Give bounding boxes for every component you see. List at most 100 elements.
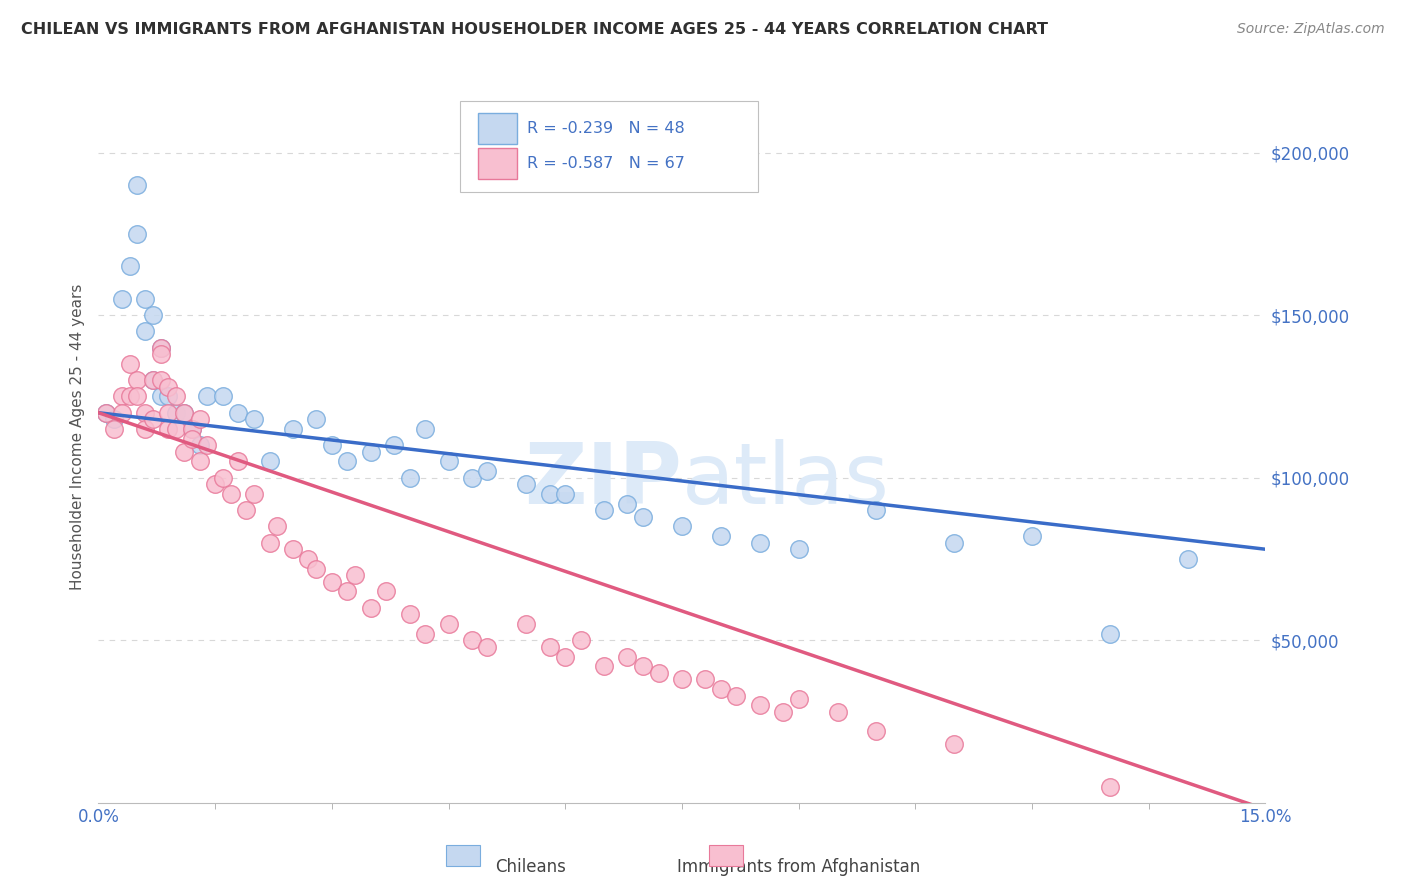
Point: [748, 698, 770, 713]
Point: [437, 454, 460, 468]
Point: [344, 568, 367, 582]
Text: atlas: atlas: [682, 440, 890, 523]
Point: [321, 574, 343, 589]
Point: [134, 422, 156, 436]
Point: [748, 535, 770, 549]
Point: [461, 471, 484, 485]
Point: [118, 260, 141, 274]
Point: [180, 422, 202, 436]
Point: [787, 691, 810, 706]
Point: [413, 422, 436, 436]
Text: CHILEAN VS IMMIGRANTS FROM AFGHANISTAN HOUSEHOLDER INCOME AGES 25 - 44 YEARS COR: CHILEAN VS IMMIGRANTS FROM AFGHANISTAN H…: [21, 22, 1047, 37]
Point: [134, 292, 156, 306]
Point: [157, 406, 180, 420]
Text: Chileans: Chileans: [495, 858, 565, 876]
Point: [827, 705, 849, 719]
Point: [1098, 780, 1121, 794]
Point: [554, 487, 576, 501]
Point: [149, 373, 172, 387]
Point: [631, 509, 654, 524]
Point: [243, 412, 266, 426]
Point: [228, 406, 250, 420]
Point: [219, 487, 242, 501]
Point: [943, 737, 966, 751]
Point: [281, 542, 304, 557]
Point: [321, 438, 343, 452]
Point: [127, 373, 149, 387]
Point: [103, 412, 125, 426]
Point: [865, 503, 887, 517]
Point: [461, 633, 484, 648]
FancyBboxPatch shape: [709, 846, 742, 866]
Point: [616, 649, 638, 664]
Point: [165, 422, 187, 436]
Point: [375, 584, 398, 599]
Point: [616, 497, 638, 511]
Point: [710, 681, 733, 696]
Point: [111, 406, 134, 420]
Point: [1177, 552, 1199, 566]
Point: [188, 454, 211, 468]
Text: Source: ZipAtlas.com: Source: ZipAtlas.com: [1237, 22, 1385, 37]
Point: [515, 477, 537, 491]
Point: [554, 649, 576, 664]
Point: [725, 689, 748, 703]
Point: [195, 438, 218, 452]
FancyBboxPatch shape: [446, 846, 479, 866]
Point: [398, 471, 420, 485]
Point: [165, 406, 187, 420]
Point: [297, 552, 319, 566]
Point: [142, 373, 165, 387]
Text: ZIP: ZIP: [524, 440, 682, 523]
Point: [127, 227, 149, 241]
Point: [477, 640, 499, 654]
Point: [96, 406, 118, 420]
Point: [96, 406, 118, 420]
Point: [710, 529, 733, 543]
Point: [243, 487, 266, 501]
Point: [134, 325, 156, 339]
Point: [111, 389, 134, 403]
Point: [437, 617, 460, 632]
Point: [134, 406, 156, 420]
Point: [398, 607, 420, 622]
Point: [188, 412, 211, 426]
Point: [149, 389, 172, 403]
FancyBboxPatch shape: [460, 101, 758, 192]
Point: [695, 673, 717, 687]
Point: [127, 178, 149, 193]
Point: [173, 444, 195, 458]
Point: [593, 659, 616, 673]
FancyBboxPatch shape: [478, 113, 517, 144]
Point: [157, 389, 180, 403]
Point: [647, 665, 669, 680]
Point: [538, 487, 561, 501]
Point: [157, 380, 180, 394]
Point: [180, 432, 202, 446]
Point: [165, 389, 187, 403]
Point: [787, 542, 810, 557]
Y-axis label: Householder Income Ages 25 - 44 years: Householder Income Ages 25 - 44 years: [70, 284, 86, 591]
Point: [149, 347, 172, 361]
Point: [413, 626, 436, 640]
Point: [305, 562, 328, 576]
Point: [157, 422, 180, 436]
Point: [111, 292, 134, 306]
Point: [360, 600, 382, 615]
Point: [569, 633, 592, 648]
Point: [259, 454, 281, 468]
Point: [1098, 626, 1121, 640]
Point: [188, 438, 211, 452]
Point: [228, 454, 250, 468]
Point: [671, 673, 693, 687]
Point: [336, 584, 359, 599]
Point: [173, 406, 195, 420]
FancyBboxPatch shape: [478, 148, 517, 179]
Point: [142, 412, 165, 426]
Point: [266, 519, 288, 533]
Point: [772, 705, 794, 719]
Point: [259, 535, 281, 549]
Point: [212, 471, 235, 485]
Point: [305, 412, 328, 426]
Point: [281, 422, 304, 436]
